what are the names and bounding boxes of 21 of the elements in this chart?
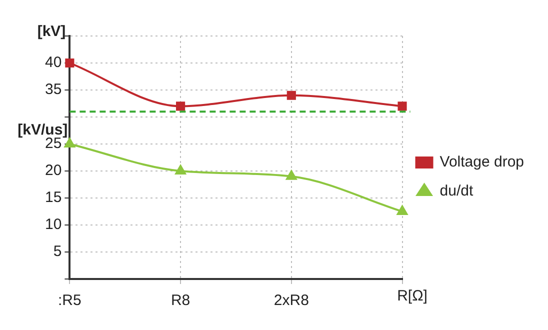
x-tick-label: :R5 — [58, 292, 82, 310]
legend-label: du/dt — [440, 182, 474, 200]
point — [64, 138, 76, 148]
y-tick-label: 10 — [44, 216, 62, 234]
y-axis-title: [kV] — [37, 23, 66, 40]
point — [398, 102, 407, 111]
point — [65, 58, 74, 68]
point — [286, 170, 297, 180]
y-tick-label: 5 — [53, 243, 62, 260]
y-tick-label: 40 — [44, 54, 62, 72]
point — [175, 165, 186, 174]
point — [396, 206, 408, 215]
y-tick-label: 15 — [44, 189, 62, 206]
point — [286, 90, 296, 100]
x-tick-label: 2xR8 — [274, 292, 309, 310]
x-tick-label: R8 — [170, 292, 190, 310]
point — [176, 102, 186, 111]
y-tick-label: 35 — [44, 81, 62, 98]
legend-label: Voltage drop — [440, 154, 524, 171]
y-tick-label: 20 — [44, 162, 62, 180]
x-axis-title: R[Ω] — [397, 288, 428, 305]
